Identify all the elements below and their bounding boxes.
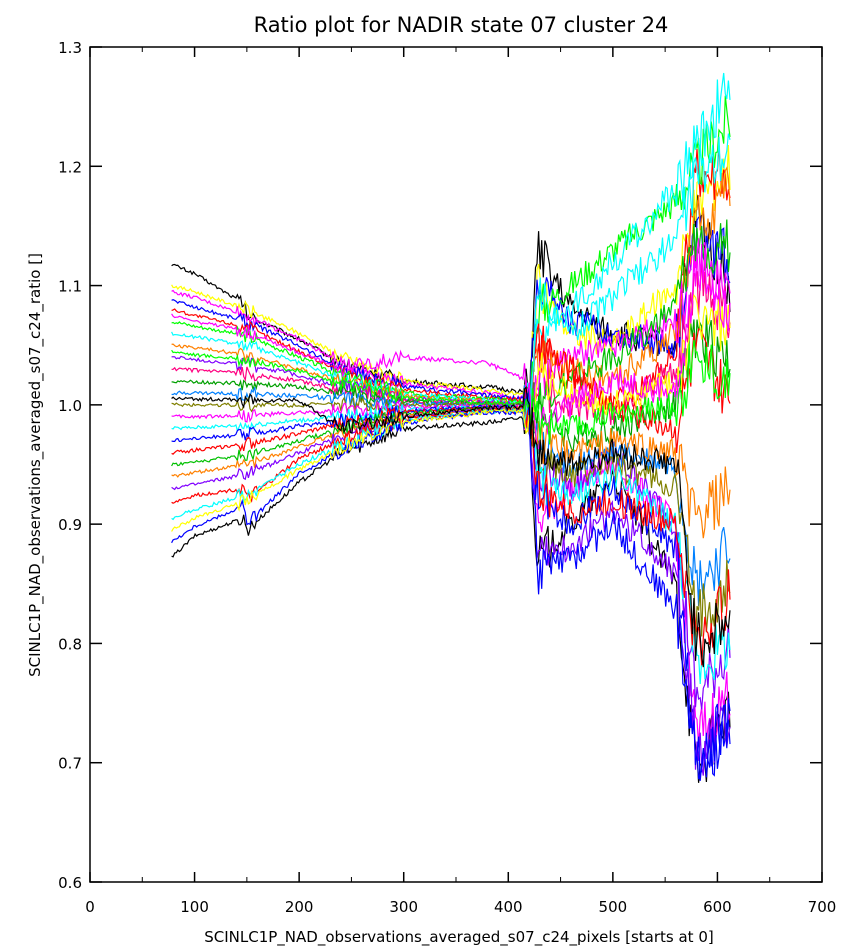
series-layer xyxy=(171,72,731,783)
x-tick-label: 600 xyxy=(703,898,732,916)
x-axis-ticks: 0 100 200 300 400 500 600 700 xyxy=(85,47,836,916)
x-tick-label: 200 xyxy=(285,898,314,916)
series-line xyxy=(171,144,731,419)
series-line xyxy=(171,339,731,445)
series-line xyxy=(171,386,731,668)
y-tick-label: 1.3 xyxy=(58,39,82,57)
x-tick-label: 400 xyxy=(494,898,523,916)
series-line xyxy=(171,95,731,407)
series-line xyxy=(171,72,731,425)
y-tick-label: 0.8 xyxy=(58,635,82,653)
series-line xyxy=(171,399,731,539)
series-line xyxy=(171,392,731,776)
series-line xyxy=(171,388,731,685)
y-tick-label: 1.0 xyxy=(58,397,82,415)
series-line xyxy=(171,238,731,450)
x-tick-label: 0 xyxy=(85,898,95,916)
x-tick-label: 100 xyxy=(180,898,209,916)
y-tick-label: 0.9 xyxy=(58,516,82,534)
y-axis-ticks: 0.6 0.7 0.8 0.9 1.0 1.1 1.2 1.3 xyxy=(58,39,822,892)
series-line xyxy=(171,293,731,532)
series-line xyxy=(171,392,731,781)
chart-title: Ratio plot for NADIR state 07 cluster 24 xyxy=(254,13,669,37)
x-axis-label: SCINLC1P_NAD_observations_averaged_s07_c… xyxy=(204,928,713,947)
y-tick-label: 1.2 xyxy=(58,158,82,176)
y-tick-label: 0.6 xyxy=(58,874,82,892)
x-tick-label: 500 xyxy=(599,898,628,916)
series-line xyxy=(171,241,731,431)
x-tick-label: 700 xyxy=(808,898,837,916)
y-tick-label: 1.1 xyxy=(58,278,82,296)
series-line xyxy=(171,194,731,413)
series-line xyxy=(171,144,731,418)
x-tick-label: 300 xyxy=(389,898,418,916)
series-line xyxy=(171,392,731,643)
series-line xyxy=(171,385,731,780)
series-line xyxy=(171,323,731,504)
y-axis-label: SCINLC1P_NAD_observations_averaged_s07_c… xyxy=(26,253,45,677)
y-tick-label: 0.7 xyxy=(58,755,82,773)
